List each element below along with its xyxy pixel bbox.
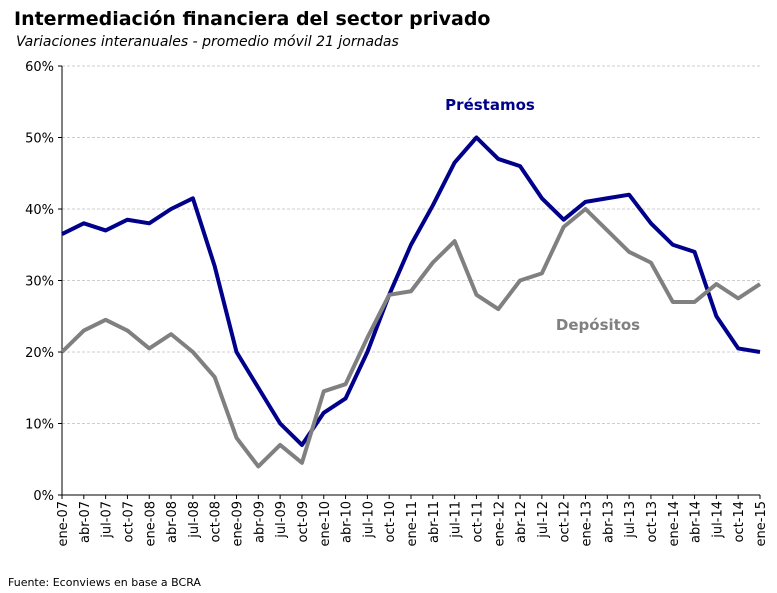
chart-title: Intermediación financiera del sector pri… bbox=[14, 8, 490, 30]
x-tick-label: abr-07 bbox=[78, 501, 93, 543]
x-tick-label: abr-12 bbox=[514, 501, 529, 543]
y-tick-label: 0% bbox=[33, 489, 54, 504]
y-tick-label: 40% bbox=[25, 203, 54, 218]
series-line bbox=[60, 207, 762, 469]
x-tick-label: oct-09 bbox=[296, 501, 311, 542]
x-tick-label: ene-14 bbox=[667, 501, 682, 546]
x-tick-label: jul-14 bbox=[710, 501, 725, 539]
x-tick-label: ene-11 bbox=[405, 501, 420, 546]
y-tick-label: 10% bbox=[25, 418, 54, 433]
x-tick-label: oct-12 bbox=[558, 501, 573, 542]
y-tick-label: 50% bbox=[25, 132, 54, 147]
x-tick-label: jul-09 bbox=[274, 501, 289, 539]
x-tick-label: ene-12 bbox=[492, 501, 507, 546]
x-tick-label: oct-13 bbox=[645, 501, 660, 542]
x-tick-label: abr-11 bbox=[427, 501, 442, 543]
x-tick-label: oct-10 bbox=[383, 501, 398, 542]
x-tick-label: ene-10 bbox=[318, 501, 333, 546]
x-tick-label: jul-11 bbox=[449, 501, 464, 539]
x-tick-label: oct-14 bbox=[732, 501, 747, 542]
x-tick-label: jul-07 bbox=[100, 501, 115, 539]
x-tick-label: jul-08 bbox=[187, 501, 202, 539]
source: Fuente: Econviews en base a BCRA bbox=[8, 576, 201, 589]
series-line bbox=[61, 135, 761, 447]
series-label: Depósitos bbox=[556, 316, 640, 334]
x-tick-label: ene-15 bbox=[754, 501, 769, 546]
y-tick-label: 60% bbox=[25, 60, 54, 75]
x-tick-label: oct-08 bbox=[209, 501, 224, 542]
x-tick-label: jul-10 bbox=[361, 501, 376, 539]
x-tick-label: abr-13 bbox=[601, 501, 616, 543]
x-tick-label: abr-09 bbox=[252, 501, 267, 543]
y-tick-label: 20% bbox=[25, 346, 54, 361]
x-tick-label: jul-12 bbox=[536, 501, 551, 539]
x-tick-label: abr-08 bbox=[165, 501, 180, 543]
series-label: Préstamos bbox=[445, 96, 535, 114]
x-tick-label: ene-07 bbox=[56, 501, 71, 546]
x-tick-label: ene-08 bbox=[143, 501, 158, 546]
x-tick-label: abr-14 bbox=[689, 501, 704, 543]
x-tick-label: ene-09 bbox=[231, 501, 246, 546]
x-tick-label: oct-07 bbox=[121, 501, 136, 542]
x-tick-label: jul-13 bbox=[623, 501, 638, 539]
chart-subtitle: Variaciones interanuales - promedio móvi… bbox=[16, 34, 399, 50]
x-tick-label: oct-11 bbox=[470, 501, 485, 542]
x-tick-label: abr-10 bbox=[340, 501, 355, 543]
x-tick-label: ene-13 bbox=[580, 501, 595, 546]
y-tick-label: 30% bbox=[25, 275, 54, 290]
